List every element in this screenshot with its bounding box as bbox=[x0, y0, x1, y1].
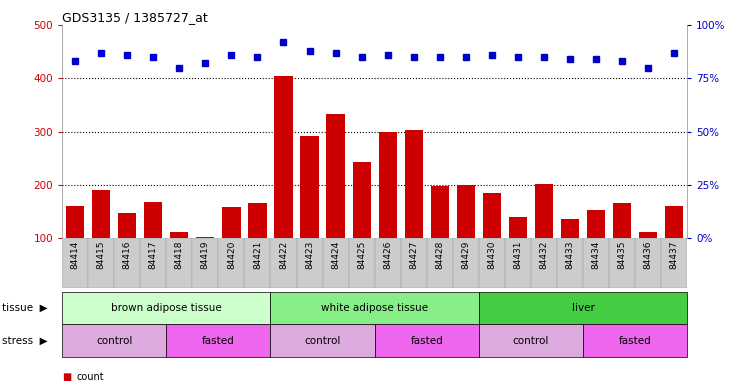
Bar bbox=[457, 185, 475, 291]
Bar bbox=[505, 238, 531, 288]
Bar bbox=[509, 217, 527, 291]
Text: 84416: 84416 bbox=[123, 240, 132, 269]
Text: 84433: 84433 bbox=[566, 240, 575, 269]
Bar bbox=[482, 193, 501, 291]
Text: 84431: 84431 bbox=[513, 240, 523, 269]
Text: stress  ▶: stress ▶ bbox=[2, 336, 48, 346]
Bar bbox=[349, 238, 374, 288]
Text: 84429: 84429 bbox=[461, 240, 470, 269]
Bar bbox=[374, 238, 401, 288]
Bar bbox=[557, 238, 583, 288]
Text: 84430: 84430 bbox=[488, 240, 496, 269]
Bar bbox=[639, 232, 657, 291]
Bar bbox=[665, 206, 683, 291]
Bar bbox=[452, 238, 479, 288]
Text: fasted: fasted bbox=[410, 336, 443, 346]
Bar bbox=[379, 132, 397, 291]
Bar bbox=[609, 238, 635, 288]
Text: control: control bbox=[512, 336, 549, 346]
Bar bbox=[222, 207, 240, 291]
Text: 84434: 84434 bbox=[591, 240, 600, 269]
Bar bbox=[297, 238, 322, 288]
Text: 84414: 84414 bbox=[71, 240, 80, 269]
Text: 84420: 84420 bbox=[227, 240, 236, 269]
Text: 84417: 84417 bbox=[149, 240, 158, 269]
Bar bbox=[352, 162, 371, 291]
Bar bbox=[92, 190, 110, 291]
Text: fasted: fasted bbox=[618, 336, 651, 346]
Bar bbox=[196, 237, 214, 291]
Bar bbox=[118, 212, 137, 291]
Bar bbox=[249, 204, 267, 291]
Text: brown adipose tissue: brown adipose tissue bbox=[111, 303, 221, 313]
Text: tissue  ▶: tissue ▶ bbox=[2, 303, 48, 313]
Bar bbox=[613, 204, 631, 291]
Text: 84427: 84427 bbox=[409, 240, 418, 269]
Text: 84415: 84415 bbox=[96, 240, 106, 269]
Text: control: control bbox=[96, 336, 132, 346]
Bar bbox=[62, 238, 88, 288]
Bar bbox=[244, 238, 270, 288]
Text: 84423: 84423 bbox=[305, 240, 314, 269]
Bar bbox=[140, 238, 167, 288]
Bar bbox=[479, 238, 505, 288]
Text: 84421: 84421 bbox=[253, 240, 262, 269]
Bar bbox=[587, 210, 605, 291]
Bar bbox=[635, 238, 661, 288]
Bar bbox=[561, 219, 579, 291]
Text: ■: ■ bbox=[62, 372, 72, 382]
Bar bbox=[401, 238, 427, 288]
Text: fasted: fasted bbox=[202, 336, 235, 346]
Bar bbox=[327, 114, 345, 291]
Bar bbox=[583, 238, 609, 288]
Text: 84419: 84419 bbox=[201, 240, 210, 269]
Bar bbox=[270, 238, 297, 288]
Text: 84436: 84436 bbox=[643, 240, 653, 269]
Bar bbox=[300, 136, 319, 291]
Text: 84432: 84432 bbox=[539, 240, 548, 269]
Text: liver: liver bbox=[572, 303, 594, 313]
Bar bbox=[431, 186, 449, 291]
Text: 84426: 84426 bbox=[383, 240, 392, 269]
Bar bbox=[167, 238, 192, 288]
Text: 84437: 84437 bbox=[670, 240, 678, 269]
Text: 84422: 84422 bbox=[279, 240, 288, 269]
Bar bbox=[535, 184, 553, 291]
Text: 84428: 84428 bbox=[435, 240, 444, 269]
Text: white adipose tissue: white adipose tissue bbox=[321, 303, 428, 313]
Bar bbox=[274, 76, 292, 291]
Bar bbox=[88, 238, 114, 288]
Text: control: control bbox=[304, 336, 341, 346]
Text: count: count bbox=[77, 372, 105, 382]
Text: 84424: 84424 bbox=[331, 240, 340, 269]
Bar bbox=[404, 131, 423, 291]
Bar bbox=[219, 238, 244, 288]
Bar bbox=[322, 238, 349, 288]
Bar bbox=[661, 238, 687, 288]
Bar bbox=[192, 238, 219, 288]
Text: 84425: 84425 bbox=[357, 240, 366, 269]
Bar bbox=[114, 238, 140, 288]
Bar bbox=[427, 238, 452, 288]
Text: 84435: 84435 bbox=[618, 240, 626, 269]
Bar bbox=[531, 238, 557, 288]
Bar bbox=[170, 232, 189, 291]
Text: 84418: 84418 bbox=[175, 240, 183, 269]
Bar bbox=[144, 202, 162, 291]
Text: GDS3135 / 1385727_at: GDS3135 / 1385727_at bbox=[62, 12, 208, 25]
Bar bbox=[66, 206, 84, 291]
